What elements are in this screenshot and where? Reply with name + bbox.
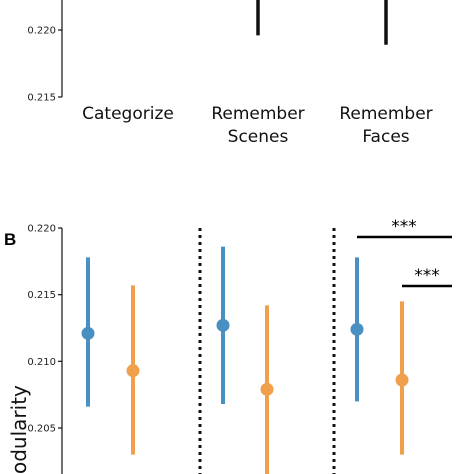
mean-point	[126, 364, 140, 378]
panel-b-series	[81, 246, 409, 474]
panel-b-y-ticks: 0.220 0.215 0.210 0.205	[27, 224, 62, 435]
panel-b-group-dividers	[198, 228, 336, 474]
panel-a-category-label: Remember Faces	[339, 104, 432, 147]
panel-a-category-labels: Categorize Remember Scenes Remember Faces	[82, 104, 433, 147]
panel-a-y-tick-label: 0.215	[27, 93, 56, 104]
mean-point	[216, 318, 230, 332]
panel-a: 0.220 0.215 Categorize Remember Scenes Remem…	[27, 0, 433, 147]
panel-b-y-tick-label: 0.215	[27, 290, 56, 301]
mean-point	[260, 382, 274, 396]
panel-a-category-label: Remember Scenes	[211, 104, 304, 147]
panel-b-y-tick-label: 0.220	[27, 224, 56, 235]
mean-point	[81, 326, 95, 340]
panel-a-error-bars	[256, 0, 388, 45]
series-blue	[81, 246, 364, 407]
significance-label: ***	[414, 266, 440, 286]
panel-a-y-ticks: 0.220 0.215	[27, 26, 62, 104]
mean-point	[395, 373, 409, 387]
panel-b-y-tick-label: 0.205	[27, 424, 56, 435]
significance-label: ***	[391, 217, 417, 237]
panel-b-significance: *** ***	[357, 217, 452, 288]
panel-b: B odularity 0.220 0.215 0.210 0.205 *** ***	[4, 217, 452, 474]
series-orange	[126, 285, 409, 474]
panel-b-y-tick-label: 0.210	[27, 357, 56, 368]
panel-b-y-axis-label: odularity	[7, 385, 31, 474]
panel-b-letter: B	[4, 230, 16, 249]
panel-a-y-tick-label: 0.220	[27, 26, 56, 37]
mean-point	[350, 322, 364, 336]
panel-a-category-label: Categorize	[82, 104, 174, 124]
